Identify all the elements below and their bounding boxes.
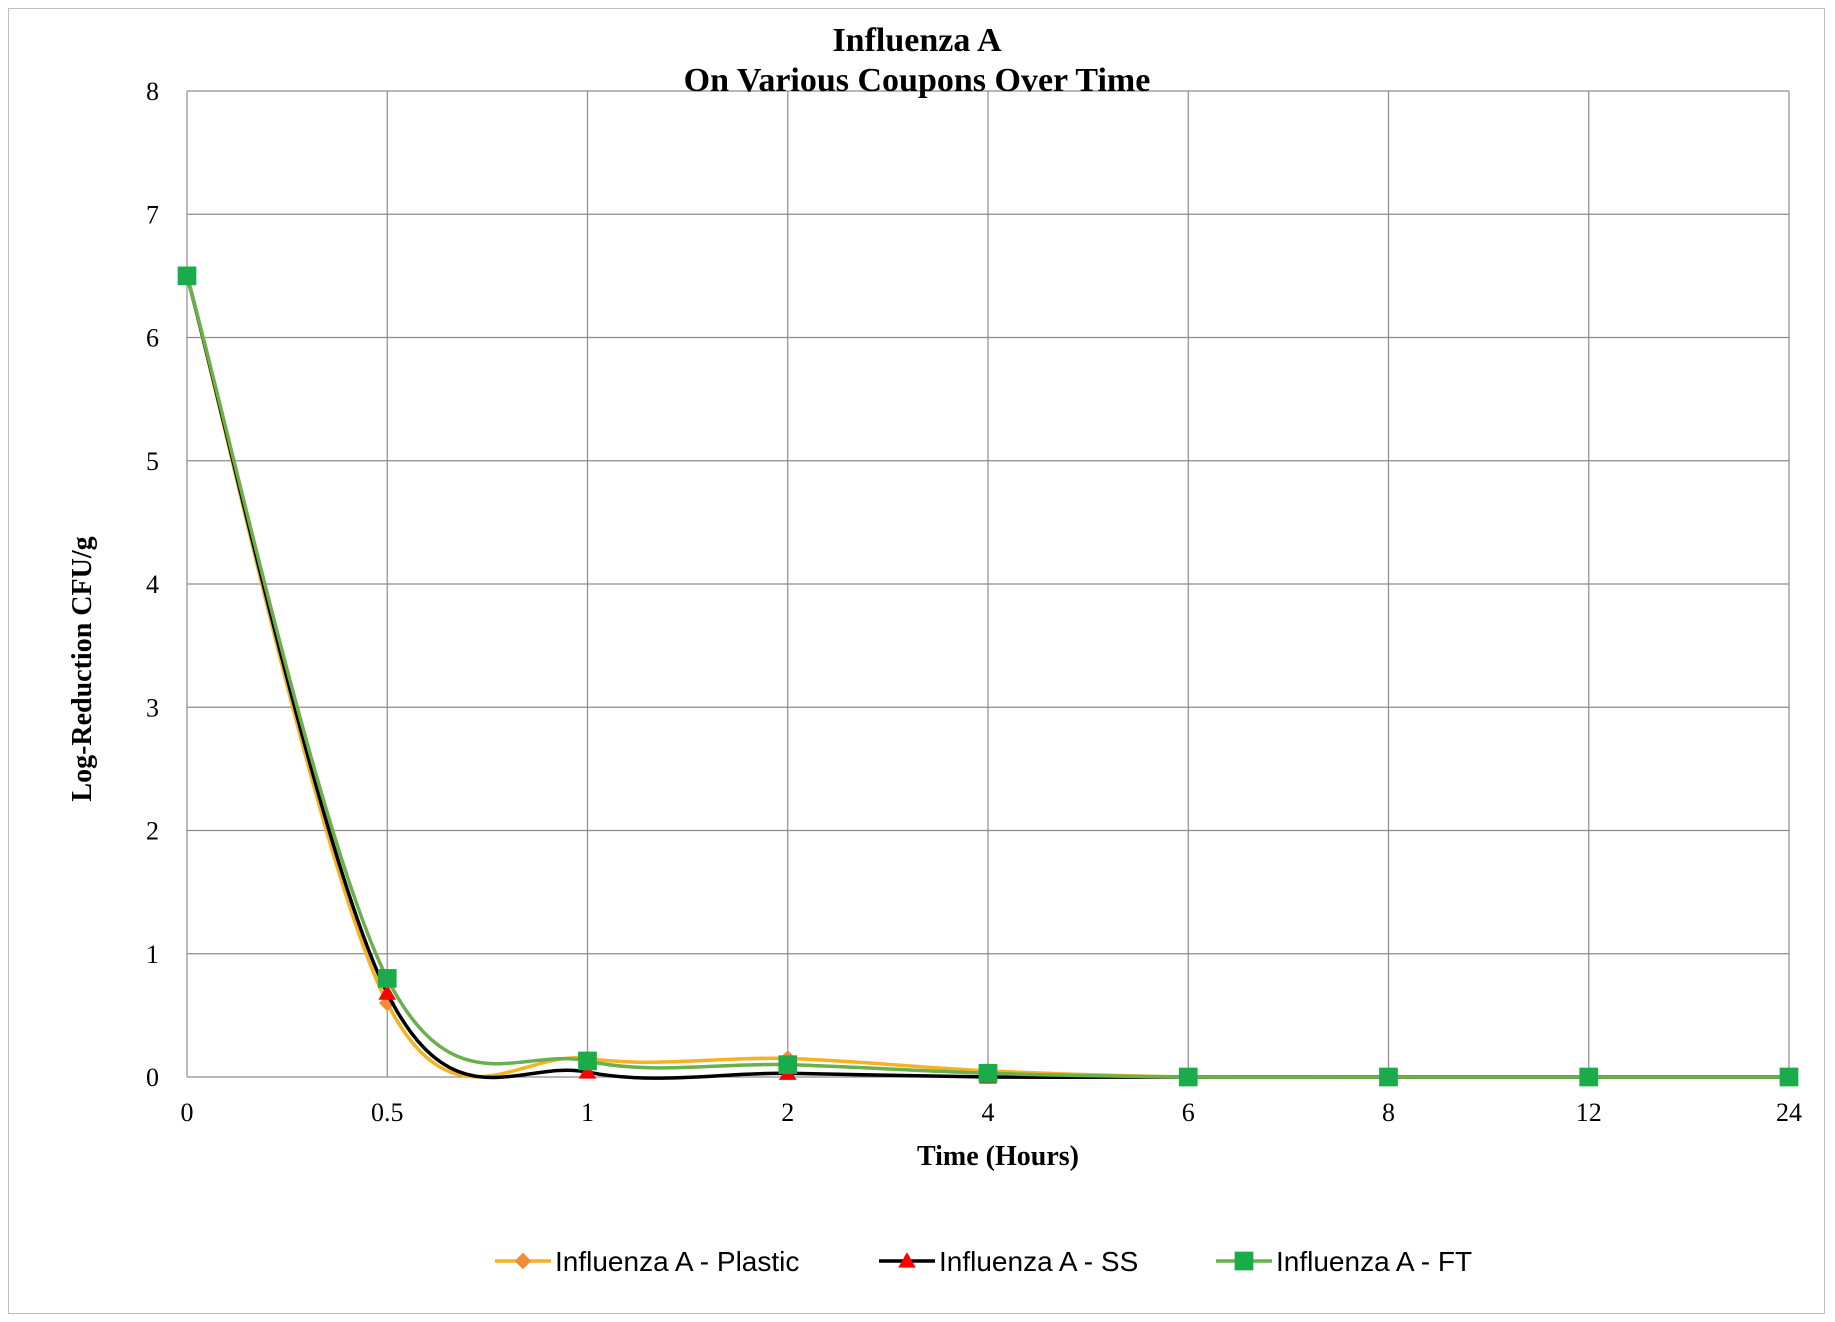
x-tick-label: 6 — [1182, 1098, 1195, 1127]
x-tick-label: 4 — [982, 1098, 995, 1127]
data-point — [578, 1063, 597, 1079]
legend-item: Influenza A - FT — [1216, 1246, 1472, 1277]
y-tick-label: 5 — [146, 447, 159, 476]
data-point — [377, 969, 397, 988]
legend-item: Influenza A - Plastic — [495, 1246, 799, 1277]
series-2 — [177, 266, 1799, 1087]
legend-label: Influenza A - Plastic — [555, 1246, 799, 1277]
data-point — [578, 1051, 597, 1071]
data-point — [1178, 1067, 1198, 1087]
legend-marker — [898, 1252, 916, 1268]
series-line — [185, 275, 1789, 1080]
data-point — [778, 1055, 798, 1075]
y-tick-label: 0 — [146, 1063, 159, 1092]
data-point — [1579, 1067, 1599, 1087]
legend-item: Influenza A - SS — [879, 1246, 1138, 1277]
x-tick-label: 1 — [581, 1098, 594, 1127]
data-point — [978, 1063, 998, 1083]
legend-marker — [1234, 1251, 1254, 1271]
legend-marker — [514, 1252, 532, 1270]
legend-label: Influenza A - SS — [939, 1246, 1138, 1277]
legend: Influenza A - Plastic Influenza A - SS Inf… — [495, 1246, 1472, 1277]
chart-frame: 0 1 2 3 4 5 6 7 8 0 0.5 1 2 4 6 8 12 24 Influenza A On Va… — [8, 8, 1825, 1314]
x-tick-label: 12 — [1576, 1098, 1602, 1127]
x-tick-label: 24 — [1776, 1098, 1802, 1127]
x-tick-label: 0 — [181, 1098, 194, 1127]
data-point — [1779, 1067, 1799, 1087]
x-tick-label: 0.5 — [371, 1098, 404, 1127]
y-axis-title: Log-Reduction CFU/g — [67, 536, 98, 801]
y-tick-label: 7 — [146, 200, 159, 229]
data-point — [378, 984, 397, 1000]
y-tick-label: 4 — [146, 570, 159, 599]
y-tick-label: 1 — [146, 940, 159, 969]
data-point — [177, 266, 197, 286]
y-tick-label: 8 — [146, 77, 159, 106]
series-layer — [177, 266, 1799, 1087]
y-tick-label: 3 — [146, 693, 159, 722]
y-tick-label: 2 — [146, 817, 159, 846]
y-tick-label: 6 — [146, 324, 159, 353]
data-point — [1379, 1067, 1398, 1087]
x-tick-label: 2 — [781, 1098, 794, 1127]
x-tick-label: 8 — [1382, 1098, 1395, 1127]
chart-subtitle: On Various Coupons Over Time — [684, 62, 1151, 99]
chart-title: Influenza A — [832, 22, 1002, 59]
legend-label: Influenza A - FT — [1276, 1246, 1472, 1277]
x-axis-title: Time (Hours) — [917, 1141, 1079, 1172]
grid-layer — [186, 90, 1790, 1078]
